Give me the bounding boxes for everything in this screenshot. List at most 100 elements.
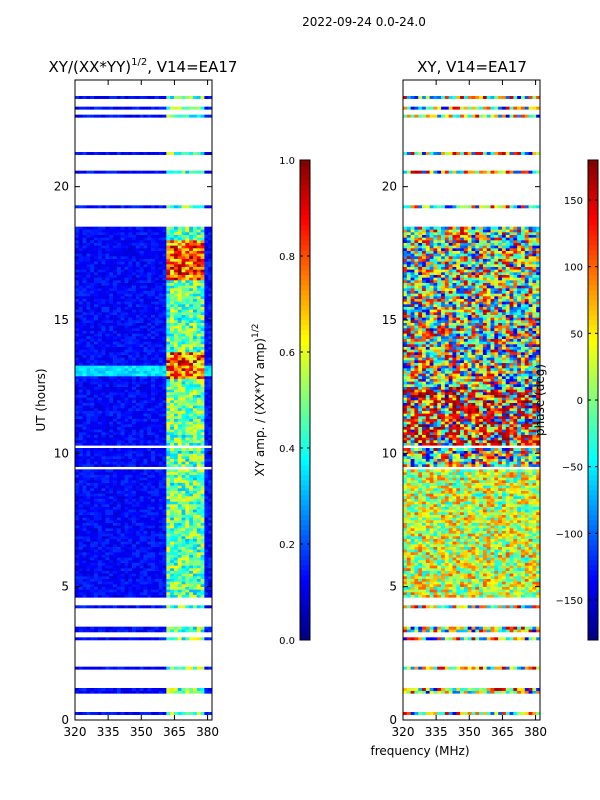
heatmap-cell (105, 514, 110, 518)
heatmap-cell (124, 378, 129, 382)
heatmap-cell (189, 418, 194, 422)
heatmap-cell (139, 480, 144, 483)
heatmap-cell (170, 333, 175, 337)
heatmap-cell (132, 594, 137, 598)
heatmap-cell (139, 354, 144, 358)
heatmap-cell (158, 306, 163, 310)
heatmap-cell (189, 288, 194, 291)
heatmap-cell (120, 357, 125, 361)
heatmap-cell (158, 338, 163, 342)
heatmap-cell (78, 245, 83, 249)
heatmap-cell (170, 245, 175, 249)
heatmap-cell (128, 488, 133, 491)
heatmap-cell (166, 285, 171, 289)
heatmap-cell (116, 381, 121, 385)
heatmap-cell (162, 498, 167, 502)
heatmap-cell (128, 402, 133, 406)
heatmap-cell (189, 440, 194, 443)
heatmap-cell (101, 333, 106, 337)
heatmap-cell (200, 378, 205, 382)
heatmap-cell (170, 248, 175, 251)
heatmap-cell (166, 280, 171, 283)
heatmap-cell (86, 437, 91, 441)
heatmap-cell (200, 429, 205, 433)
heatmap-cell (124, 397, 129, 401)
heatmap-cell (162, 424, 167, 427)
heatmap-cell (177, 549, 182, 553)
heatmap-cell (181, 373, 186, 377)
heatmap-cell (124, 472, 129, 475)
heatmap-cell (124, 376, 129, 379)
heatmap-cell (132, 258, 137, 262)
heatmap-cell (170, 506, 175, 510)
heatmap-cell (86, 392, 91, 395)
heatmap-cell (86, 506, 91, 510)
heatmap-cell (151, 440, 156, 443)
heatmap-cell (177, 477, 182, 481)
heatmap-cell (143, 626, 148, 630)
heatmap-cell (170, 477, 175, 481)
heatmap-cell (177, 690, 182, 694)
heatmap-cell (113, 330, 118, 334)
heatmap-cell (166, 418, 171, 422)
heatmap-cell (105, 410, 110, 414)
heatmap-cell (173, 394, 179, 398)
heatmap-cell (177, 666, 182, 670)
heatmap-cell (120, 322, 125, 326)
heatmap-cell (86, 490, 91, 494)
heatmap-cell (86, 594, 91, 598)
heatmap-cell (208, 312, 213, 315)
heatmap-cell (120, 517, 125, 521)
heatmap-cell (97, 464, 102, 467)
heatmap-cell (116, 488, 121, 491)
heatmap-cell (94, 421, 99, 425)
heatmap-cell (158, 272, 163, 275)
heatmap-cell (97, 314, 102, 318)
heatmap-cell (94, 458, 99, 462)
heatmap-cell (128, 493, 133, 497)
heatmap-cell (200, 384, 205, 387)
heatmap-cell (204, 469, 209, 473)
heatmap-cell (185, 504, 190, 507)
heatmap-cell (75, 250, 80, 254)
heatmap-cell (166, 261, 171, 265)
heatmap-cell (189, 557, 194, 561)
heatmap-cell (185, 322, 190, 326)
heatmap-cell (109, 562, 114, 566)
heatmap-cell (94, 378, 99, 382)
heatmap-cell (158, 413, 163, 417)
heatmap-cell (120, 581, 125, 585)
heatmap-cell (189, 253, 194, 257)
heatmap-cell (177, 333, 182, 337)
heatmap-cell (78, 493, 83, 497)
heatmap-cell (139, 565, 144, 569)
heatmap-cell (116, 493, 121, 497)
heatmap-cell (82, 514, 87, 518)
heatmap-cell (90, 333, 95, 337)
heatmap-cell (170, 285, 175, 289)
heatmap-cell (208, 325, 213, 329)
heatmap-cell (173, 490, 179, 494)
heatmap-cell (151, 378, 156, 382)
heatmap-cell (105, 450, 110, 454)
heatmap-cell (196, 365, 201, 369)
heatmap-cell (132, 453, 137, 457)
heatmap-cell (147, 301, 152, 305)
heatmap-cell (82, 626, 87, 630)
heatmap-cell (94, 258, 99, 262)
heatmap-cell (128, 530, 133, 534)
heatmap-cell (143, 581, 148, 585)
heatmap-cell (135, 592, 140, 595)
heatmap-cell (196, 376, 201, 379)
heatmap-cell (185, 330, 190, 334)
heatmap-cell (151, 429, 156, 433)
heatmap-cell (90, 266, 95, 270)
heatmap-cell (162, 573, 167, 577)
heatmap-cell (192, 552, 198, 555)
heatmap-cell (151, 293, 156, 297)
heatmap-cell (94, 520, 99, 523)
heatmap-cell (181, 626, 186, 630)
heatmap-cell (200, 250, 205, 254)
heatmap-cell (173, 253, 179, 257)
heatmap-cell (185, 490, 190, 494)
